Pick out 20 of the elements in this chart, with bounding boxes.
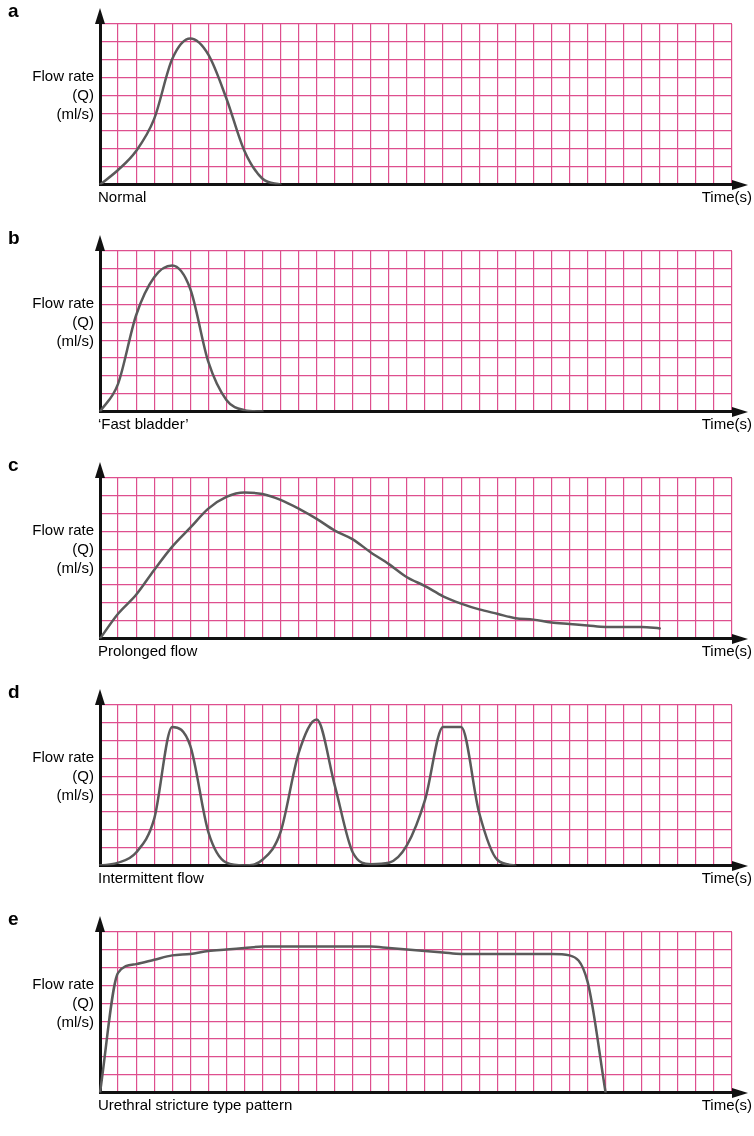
chart-title: e [8,908,19,930]
y-axis-title: Flow rate (Q) (ml/s) [32,293,94,350]
chart-title: c [8,454,19,476]
text: Intermittent flow [98,868,204,886]
x-axis-title: Time(s) [701,414,752,432]
chart-title: b [8,227,20,249]
chart-title: d [8,681,20,703]
x-axis-title: Time(s) [701,1095,752,1113]
y-axis-title: Flow rate (Q) (ml/s) [32,747,94,804]
text: ‘Fast bladder’ [98,414,189,432]
text: Prolonged flow [98,641,198,659]
chart-title: a [8,0,19,22]
x-axis-title: Time(s) [701,868,752,886]
y-axis-title: Flow rate (Q) (ml/s) [32,520,94,577]
y-axis-title: Flow rate (Q) (ml/s) [32,974,94,1031]
x-axis-title: Time(s) [701,641,752,659]
text: Urethral stricture type pattern [98,1095,293,1113]
x-axis-title: Time(s) [701,187,752,205]
text: Normal [98,187,147,205]
y-axis-title: Flow rate (Q) (ml/s) [32,66,94,123]
